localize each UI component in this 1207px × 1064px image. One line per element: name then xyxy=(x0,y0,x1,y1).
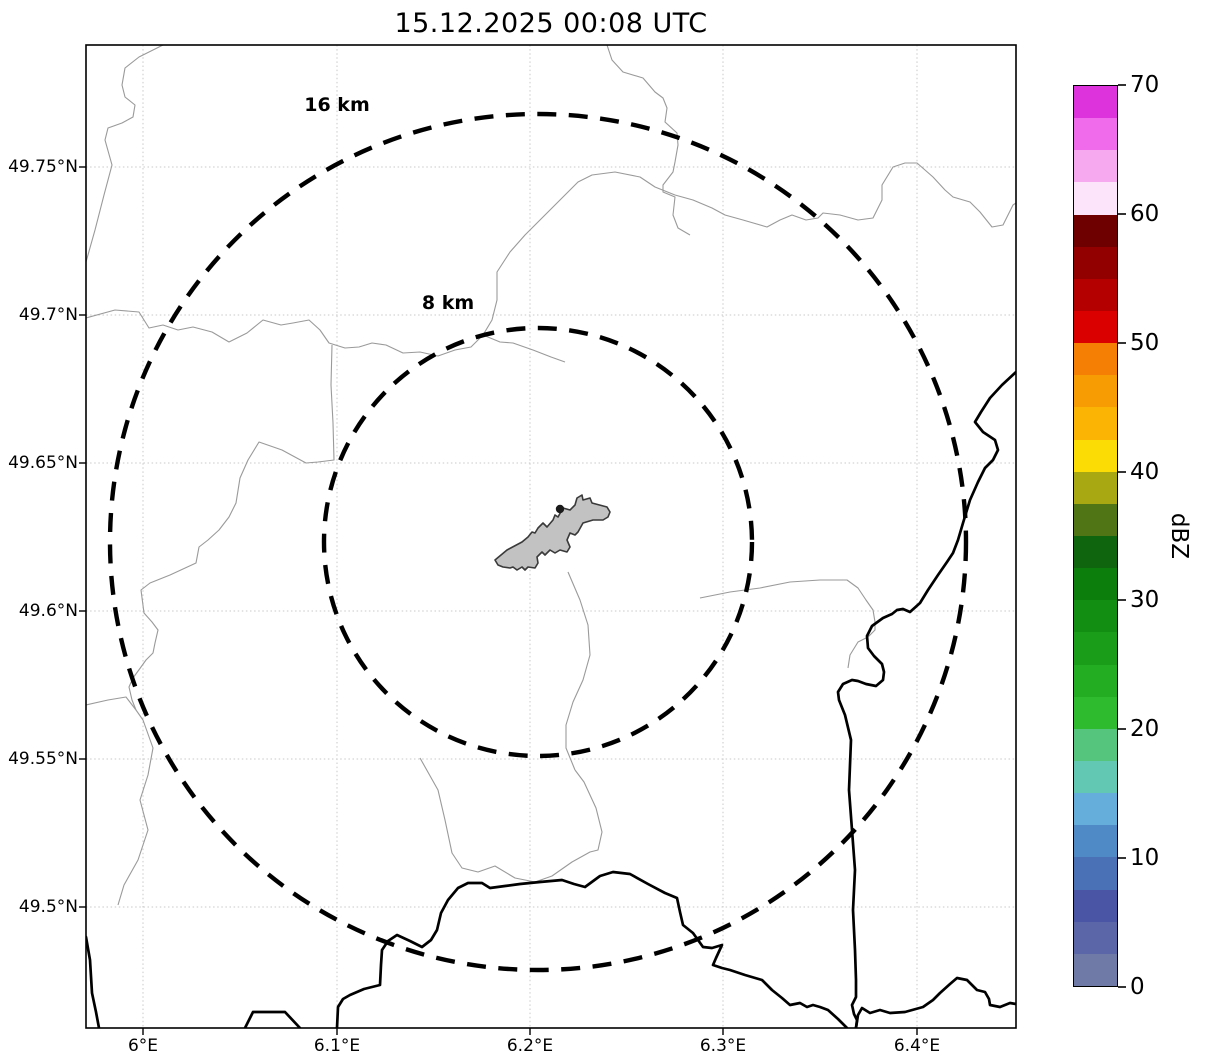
colorbar-band xyxy=(1074,246,1117,279)
y-tick-label: 49.75°N xyxy=(8,157,78,177)
y-tick-label: 49.5°N xyxy=(18,897,78,917)
colorbar-band xyxy=(1074,86,1117,119)
plot-title: 15.12.2025 00:08 UTC xyxy=(394,8,708,39)
x-tick-label: 6.2°E xyxy=(506,1036,554,1056)
colorbar-band xyxy=(1074,375,1117,408)
x-tick-label: 6.1°E xyxy=(313,1036,361,1056)
colorbar-band xyxy=(1074,889,1117,922)
municipal-boundary-line xyxy=(482,334,566,363)
colorbar-band xyxy=(1074,278,1117,312)
range-ring-8km-label: 8 km xyxy=(421,292,475,314)
colorbar-band xyxy=(1074,696,1117,729)
colorbar-tick-label: 50 xyxy=(1130,330,1160,356)
colorbar-axis-label: dBZ xyxy=(1166,512,1192,560)
municipal-boundary-line xyxy=(117,344,335,906)
colorbar-band xyxy=(1074,761,1117,794)
country-border-line-south-west xyxy=(86,935,101,1028)
municipal-boundary-lines xyxy=(86,45,1016,906)
colorbar-tick-label: 30 xyxy=(1130,587,1160,613)
plot-frame xyxy=(85,44,1017,1029)
axis-tick-marks xyxy=(79,166,918,1035)
colorbar-tick-label: 20 xyxy=(1130,716,1160,742)
municipal-boundary-line xyxy=(86,45,164,263)
municipal-boundary-line xyxy=(86,162,1016,357)
colorbar-band xyxy=(1074,471,1117,504)
colorbar-band xyxy=(1074,118,1117,151)
y-tick-label: 49.6°N xyxy=(18,601,78,621)
colorbar-tick-label: 40 xyxy=(1130,459,1160,485)
colorbar-band xyxy=(1074,728,1117,762)
colorbar-tick-marks xyxy=(1118,84,1126,988)
colorbar-tick-label: 70 xyxy=(1130,72,1160,98)
colorbar-band xyxy=(1074,664,1117,697)
colorbar-band xyxy=(1074,536,1117,569)
colorbar-band xyxy=(1074,953,1117,986)
range-ring-16km-label: 16 km xyxy=(304,94,370,116)
municipal-boundary-line xyxy=(419,757,603,883)
y-tick-label: 49.7°N xyxy=(18,305,78,325)
colorbar-band xyxy=(1074,857,1117,890)
colorbar-band xyxy=(1074,793,1117,826)
colorbar-band xyxy=(1074,825,1117,858)
grid-lines xyxy=(86,45,1016,1028)
colorbar-band xyxy=(1074,439,1117,472)
x-tick-label: 6.4°E xyxy=(893,1036,941,1056)
colorbar-band xyxy=(1074,503,1117,537)
country-border-line-south xyxy=(335,870,849,1028)
range-ring-16km-circle xyxy=(107,111,969,973)
colorbar-band xyxy=(1074,407,1117,440)
municipal-boundary-line xyxy=(86,696,137,711)
colorbar-tick-label: 0 xyxy=(1130,974,1145,1000)
country-border-lines xyxy=(86,370,1016,1028)
airport-outline xyxy=(494,494,611,571)
y-tick-label: 49.55°N xyxy=(8,749,78,769)
radar-site-marker xyxy=(555,504,565,514)
x-tick-label: 6°E xyxy=(127,1036,159,1056)
country-border-line-south-east xyxy=(854,976,1016,1028)
colorbar-band xyxy=(1074,150,1117,183)
municipal-boundary-line xyxy=(699,579,876,669)
colorbar-band xyxy=(1074,343,1117,376)
colorbar-band xyxy=(1074,311,1117,344)
colorbar-band xyxy=(1074,568,1117,601)
country-border-line-east xyxy=(836,370,1016,1028)
colorbar-band xyxy=(1074,632,1117,665)
range-ring-8km-circle xyxy=(321,325,755,759)
colorbar xyxy=(1073,85,1118,987)
colorbar-band xyxy=(1074,214,1117,247)
municipal-boundary-line xyxy=(565,571,591,771)
country-border-line-south-bump xyxy=(243,1010,302,1028)
y-tick-label: 49.65°N xyxy=(8,453,78,473)
colorbar-band xyxy=(1074,182,1117,215)
colorbar-band xyxy=(1074,921,1117,954)
x-tick-label: 6.3°E xyxy=(699,1036,747,1056)
colorbar-tick-label: 60 xyxy=(1130,201,1160,227)
colorbar-band xyxy=(1074,600,1117,633)
colorbar-tick-label: 10 xyxy=(1130,845,1160,871)
municipal-boundary-line xyxy=(606,45,691,236)
